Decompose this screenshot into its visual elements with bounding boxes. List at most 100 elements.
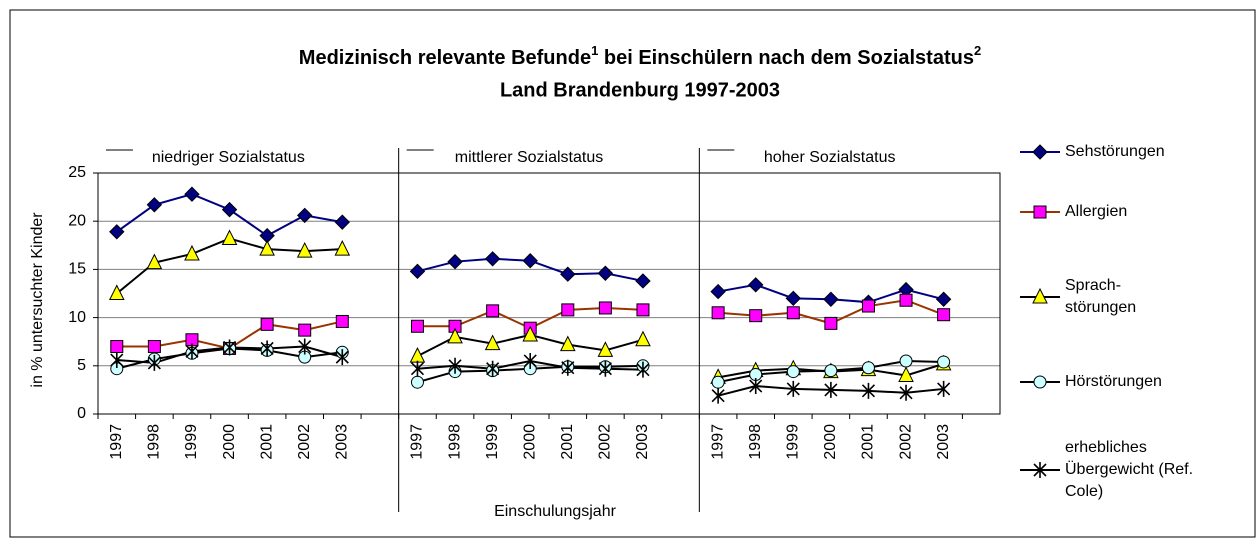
group-label: mittlerer Sozialstatus: [455, 149, 604, 166]
legend-label: Hörstörungen: [1065, 373, 1162, 390]
marker: [935, 291, 952, 307]
marker: [110, 340, 124, 354]
marker: [1032, 287, 1048, 304]
x-tick-label: 2000: [822, 424, 839, 460]
x-tick-label: 1998: [446, 424, 463, 460]
title-footnote: 2: [974, 43, 981, 58]
marker: [898, 366, 914, 382]
marker: [147, 340, 161, 354]
x-axis-label: Einschulungsjahr: [494, 503, 617, 520]
x-tick-label: 1998: [146, 424, 163, 460]
marker: [561, 359, 575, 376]
marker: [1032, 144, 1048, 160]
marker: [221, 201, 238, 218]
y-tick-label: 10: [68, 309, 86, 326]
marker: [749, 378, 763, 395]
group-label: niedriger Sozialstatus: [152, 149, 305, 166]
marker: [185, 343, 199, 360]
marker: [486, 360, 500, 377]
x-tick-label: 2001: [860, 424, 877, 460]
marker: [484, 251, 501, 267]
marker: [1033, 462, 1047, 478]
marker: [786, 365, 800, 379]
marker: [559, 335, 576, 352]
marker: [334, 240, 351, 256]
marker: [899, 354, 913, 368]
x-tick-label: 1999: [183, 424, 200, 460]
legend-label: Allergien: [1065, 203, 1127, 220]
legend-label: erhebliches Übergewicht (Ref. Cole): [1065, 439, 1193, 500]
x-tick-label: 1997: [409, 424, 426, 460]
marker: [447, 327, 463, 344]
x-tick-label: 2003: [634, 424, 651, 460]
marker: [597, 341, 614, 357]
marker: [937, 308, 951, 322]
marker: [486, 304, 500, 318]
legend-label: Sehstörungen: [1065, 143, 1165, 160]
marker: [221, 229, 238, 246]
marker: [1033, 205, 1047, 219]
marker: [297, 207, 313, 224]
marker: [560, 266, 576, 282]
legend-label: Sprach-störungen: [1065, 277, 1136, 316]
marker: [711, 306, 725, 320]
marker: [749, 309, 763, 323]
chart-title: Medizinisch relevante Befunde1 bei Einsc…: [299, 43, 981, 69]
x-tick-label: 1997: [709, 424, 726, 460]
marker: [861, 382, 876, 399]
marker: [824, 316, 838, 330]
marker: [823, 291, 839, 307]
marker: [335, 314, 349, 328]
y-tick-label: 25: [68, 164, 86, 181]
marker: [711, 375, 725, 389]
marker: [598, 360, 612, 377]
marker: [147, 354, 161, 371]
marker: [146, 197, 163, 213]
marker: [146, 253, 163, 270]
marker: [824, 381, 838, 398]
marker: [259, 240, 275, 256]
marker: [298, 338, 312, 355]
marker: [410, 360, 425, 377]
chart-subtitle: Land Brandenburg 1997-2003: [500, 79, 780, 101]
x-tick-label: 2003: [935, 424, 952, 460]
title-part: bei Einschülern nach dem Sozialstatus: [598, 47, 974, 69]
x-tick-label: 2003: [334, 424, 351, 460]
marker: [298, 323, 312, 337]
marker: [937, 380, 951, 397]
marker: [448, 357, 462, 374]
y-tick-label: 20: [68, 212, 86, 229]
marker: [296, 241, 313, 258]
x-tick-label: 2000: [521, 424, 538, 460]
marker: [335, 349, 349, 366]
marker: [523, 352, 537, 369]
marker: [937, 355, 951, 369]
marker: [636, 303, 650, 317]
marker: [109, 224, 125, 240]
x-tick-label: 1997: [108, 424, 125, 460]
frame: [9, 9, 1256, 538]
marker: [522, 253, 538, 269]
marker: [184, 186, 200, 202]
marker: [785, 290, 801, 307]
marker: [260, 340, 274, 357]
x-tick-label: 2002: [897, 424, 914, 460]
x-tick-label: 2002: [597, 424, 614, 460]
marker: [635, 273, 651, 289]
marker: [899, 293, 913, 307]
marker: [522, 325, 539, 342]
marker: [899, 384, 913, 401]
title-part: Medizinisch relevante Befunde: [299, 47, 591, 69]
marker: [598, 301, 612, 315]
x-tick-label: 1999: [484, 424, 501, 460]
x-tick-label: 1998: [747, 424, 764, 460]
marker: [561, 303, 575, 317]
marker: [711, 387, 725, 404]
group-label: hoher Sozialstatus: [764, 149, 896, 166]
marker: [334, 214, 350, 230]
y-tick-label: 0: [77, 405, 86, 422]
marker: [786, 380, 800, 397]
marker: [710, 283, 726, 300]
marker: [861, 361, 875, 375]
marker: [447, 253, 463, 270]
